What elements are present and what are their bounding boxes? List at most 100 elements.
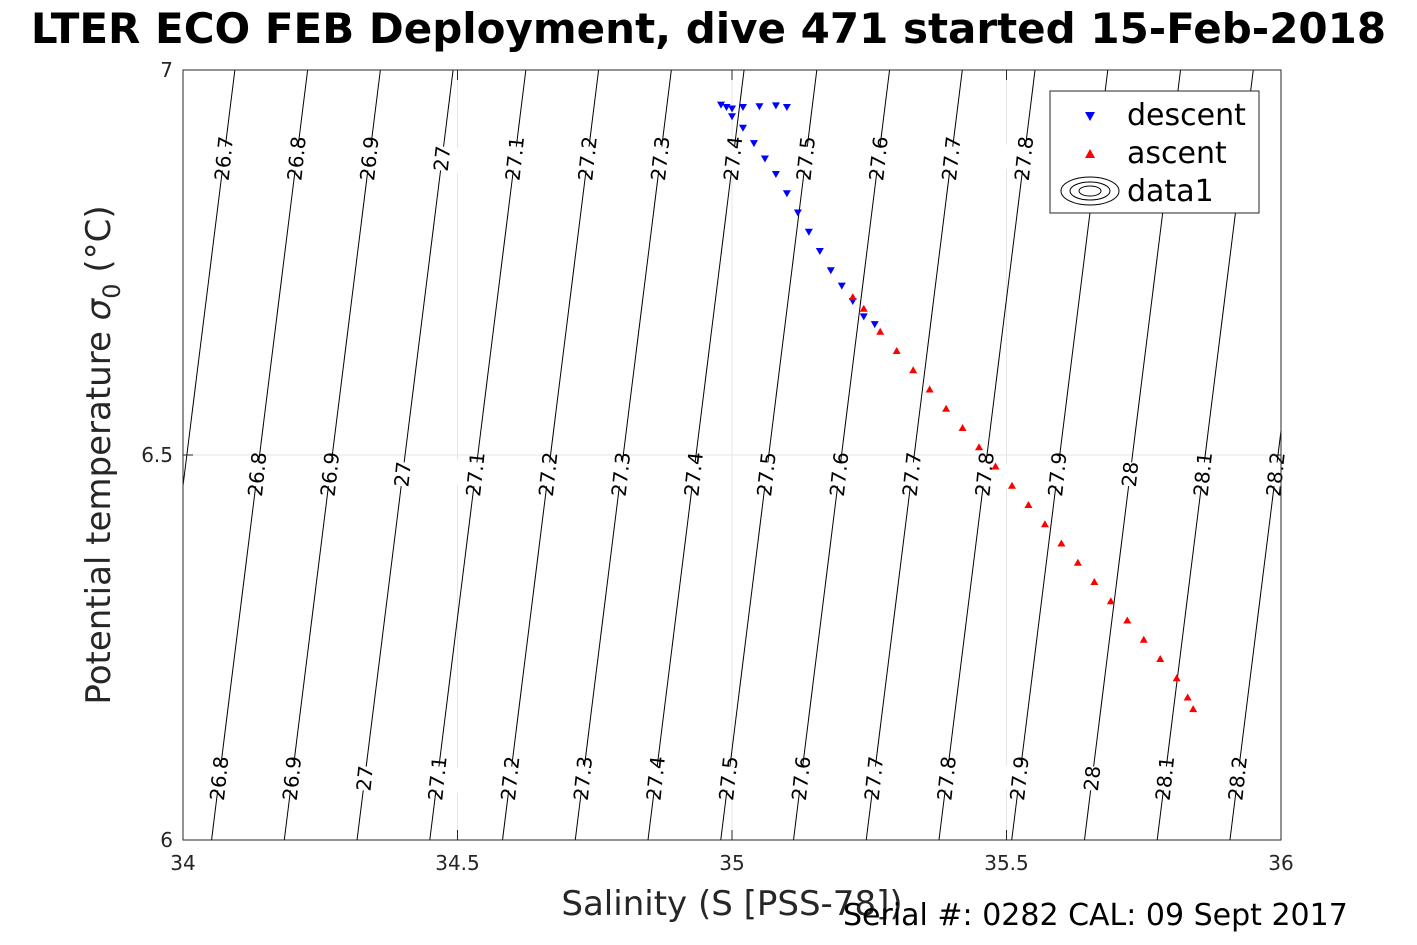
isopycnal-label: 27.3 xyxy=(569,755,598,802)
isopycnal-label: 27.8 xyxy=(1010,135,1039,182)
legend-descent-label: descent xyxy=(1127,98,1246,133)
isopycnal-label: 27.2 xyxy=(573,135,602,182)
descent-point xyxy=(782,103,791,111)
isopycnal-label: 27.1 xyxy=(501,135,530,182)
isopycnal-label: 27.3 xyxy=(607,451,636,498)
isopycnal-label: 27.8 xyxy=(970,451,999,498)
isopycnal-label-bg xyxy=(489,144,540,173)
legend: descent ascent data1 xyxy=(1049,90,1260,214)
isopycnal-label: 27.6 xyxy=(825,451,854,498)
isopycnal-line xyxy=(938,70,1036,840)
isopycnal-label: 27.4 xyxy=(679,451,708,498)
ascent-point xyxy=(925,385,934,393)
isopycnal-label: 28.1 xyxy=(1151,755,1180,802)
x-tick-label: 35 xyxy=(719,851,744,875)
legend-descent-marker xyxy=(1085,112,1095,121)
isopycnal-label-bg xyxy=(1177,459,1228,489)
x-tick-label: 34.5 xyxy=(435,851,480,875)
ascent-point xyxy=(909,366,918,374)
descent-point xyxy=(755,103,764,111)
isopycnal-label-bg xyxy=(266,763,318,793)
ascent-point xyxy=(942,404,951,412)
isopycnal-label-bg xyxy=(339,763,390,793)
isopycnal-label: 27 xyxy=(389,460,416,488)
axis-ticks: 34 34.5 35 35.5 36 6 6.5 7 xyxy=(141,58,1294,875)
ascent-point xyxy=(1024,501,1033,509)
isopycnal-label-bg xyxy=(886,459,937,489)
descent-point xyxy=(782,190,791,198)
isopycnal-label-bg xyxy=(630,763,681,793)
isopycnal-label-bg xyxy=(232,459,283,489)
serial-calibration-note: Serial #: 0282 CAL: 09 Sept 2017 xyxy=(843,898,1348,933)
isopycnal-label-bg xyxy=(994,763,1045,793)
isopycnal-label-bg xyxy=(562,144,613,173)
isopycnal-label-bg xyxy=(814,459,865,489)
isopycnal-label: 27.4 xyxy=(641,755,670,802)
data-series xyxy=(717,101,1198,713)
svg-text:Potential temperature σ0 (°C): Potential temperature σ0 (°C) xyxy=(79,205,126,704)
isopycnal-label-bg xyxy=(595,459,647,489)
isopycnal-label-bg xyxy=(780,144,831,173)
isopycnal-label-bg xyxy=(450,459,501,489)
isopycnal-label: 27.5 xyxy=(792,135,821,182)
grid-lines xyxy=(183,70,1281,840)
isopycnal-label-bg xyxy=(523,459,574,489)
isopycnal-label-bg xyxy=(198,144,249,173)
isopycnal-label: 27.7 xyxy=(860,755,889,802)
isopycnal-label: 27.1 xyxy=(461,451,490,498)
descent-point xyxy=(837,282,846,290)
ascent-point xyxy=(991,462,1000,470)
isopycnal-label: 27.9 xyxy=(1005,755,1034,802)
isopycnal-line xyxy=(1375,70,1417,840)
legend-data1-marker xyxy=(1060,176,1120,206)
isopycnal-label-bg xyxy=(707,144,759,173)
isopycnal-label: 28.2 xyxy=(1223,755,1252,802)
descent-point xyxy=(717,101,726,109)
isopycnal-label-bg xyxy=(853,144,904,173)
ascent-point xyxy=(975,443,984,451)
ascent-point xyxy=(1172,674,1181,682)
ascent-point xyxy=(859,304,868,312)
isopycnal-label: 27.3 xyxy=(646,135,675,182)
isopycnal-label: 28.1 xyxy=(1189,451,1218,498)
isopycnal-line xyxy=(792,70,891,840)
y-axis-label-unit: (°C) xyxy=(79,205,119,283)
isopycnal-label: 27.9 xyxy=(1043,451,1072,498)
isopycnal-label-bg xyxy=(271,144,322,173)
x-tick-label: 36 xyxy=(1268,851,1293,875)
descent-point xyxy=(859,313,868,321)
isopycnal-label: 26.9 xyxy=(316,451,345,498)
descent-point xyxy=(793,209,802,217)
isopycnal-label-bg xyxy=(703,763,754,793)
descent-point xyxy=(870,321,879,329)
isopycnal-label-bg xyxy=(1104,459,1156,489)
isopycnal-line xyxy=(0,70,17,840)
ascent-point xyxy=(1040,520,1049,528)
isopycnal-label-bg xyxy=(1139,763,1191,793)
isopycnal-label: 27 xyxy=(429,145,456,173)
isopycnal-line xyxy=(865,70,963,840)
y-tick-label: 6 xyxy=(160,828,173,852)
y-axis-label: Potential temperature σ0 (°C) xyxy=(79,205,126,704)
isopycnal-line xyxy=(502,70,600,840)
isopycnal-label-bg xyxy=(776,763,827,793)
isopycnal-label-bg xyxy=(848,763,900,793)
y-tick-label: 6.5 xyxy=(141,443,173,467)
isopycnal-label: 27.6 xyxy=(787,755,816,802)
y-tick-label: 7 xyxy=(160,58,173,82)
descent-point xyxy=(815,247,824,255)
ascent-point xyxy=(1123,616,1132,624)
isopycnal-label-bg xyxy=(344,144,395,173)
legend-ascent-marker xyxy=(1085,149,1095,158)
ascent-point xyxy=(958,424,967,432)
isopycnal-label: 26.9 xyxy=(355,135,384,182)
isopycnal-label: 26.8 xyxy=(282,135,311,182)
isopycnal-label-bg xyxy=(194,763,245,793)
isopycnal-line xyxy=(647,70,745,840)
isopycnal-label-bg xyxy=(1067,763,1118,793)
ascent-point xyxy=(1090,578,1099,586)
isopycnal-label-bg xyxy=(668,459,719,489)
ascent-point xyxy=(892,347,901,355)
isopycnal-label: 26.8 xyxy=(243,451,272,498)
isopycnal-label: 28 xyxy=(1117,460,1144,488)
